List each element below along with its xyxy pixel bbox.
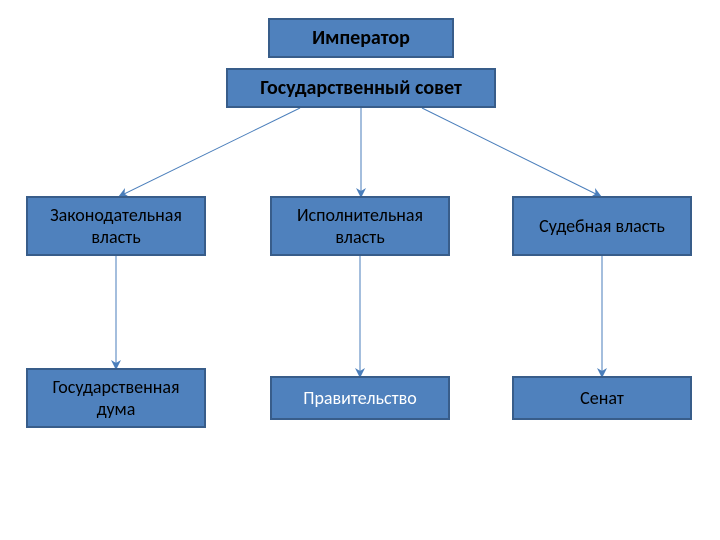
node-duma-label: Государственная дума <box>36 376 196 420</box>
node-government: Правительство <box>270 376 450 420</box>
node-senate-label: Сенат <box>580 387 624 409</box>
node-council-label: Государственный совет <box>260 76 462 100</box>
node-council: Государственный совет <box>226 68 496 108</box>
node-judicial: Судебная власть <box>512 196 692 256</box>
node-government-label: Правительство <box>303 387 416 409</box>
node-duma: Государственная дума <box>26 368 206 428</box>
edge-arrow <box>422 108 600 196</box>
node-emperor: Император <box>268 18 454 58</box>
node-legislative-label: Законодательная власть <box>36 204 196 248</box>
node-executive-label: Исполнительная власть <box>280 204 440 248</box>
node-emperor-label: Император <box>312 26 410 50</box>
edge-arrow <box>120 108 300 196</box>
node-legislative: Законодательная власть <box>26 196 206 256</box>
node-judicial-label: Судебная власть <box>539 215 665 237</box>
node-senate: Сенат <box>512 376 692 420</box>
node-executive: Исполнительная власть <box>270 196 450 256</box>
